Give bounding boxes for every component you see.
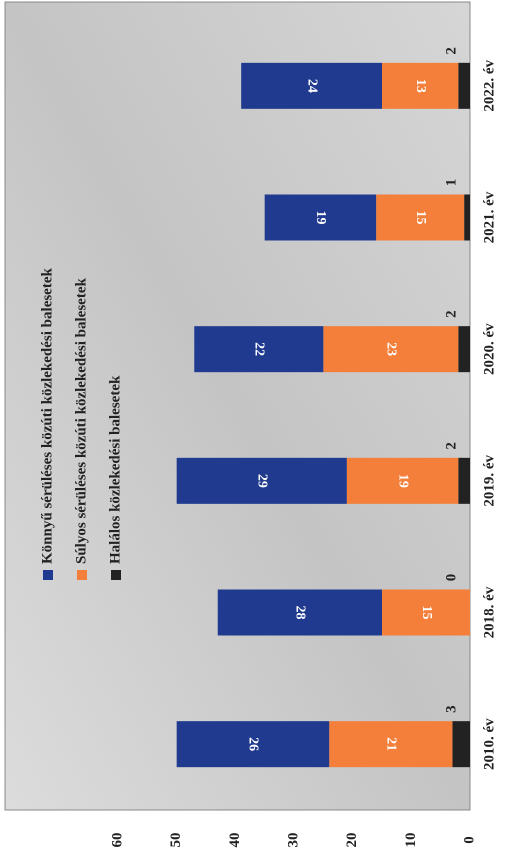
data-label: 2 — [443, 47, 459, 55]
bar-segment — [346, 457, 459, 504]
y-tick-label: 0 — [461, 836, 477, 844]
data-label: 15 — [419, 606, 434, 620]
bar-segment — [458, 326, 470, 373]
x-tick-label: 2021. év — [481, 191, 497, 243]
bar-segment — [382, 589, 470, 636]
y-tick-label: 60 — [109, 833, 125, 848]
bar-segment — [458, 457, 470, 504]
data-label: 2 — [443, 310, 459, 318]
data-label: 15 — [413, 211, 428, 225]
x-tick-label: 2018. év — [481, 586, 497, 638]
y-tick-label: 50 — [168, 833, 184, 848]
bar-segment — [329, 721, 453, 768]
bar-segment — [194, 326, 324, 373]
bar-segment — [176, 721, 330, 768]
bar-segment — [264, 194, 377, 241]
y-tick-label: 40 — [227, 833, 243, 848]
y-tick-label: 20 — [344, 833, 360, 848]
data-label: 13 — [413, 79, 428, 93]
bar-segment — [464, 194, 470, 241]
y-tick-label: 10 — [403, 833, 419, 848]
data-label: 19 — [395, 474, 410, 488]
bar-segment — [458, 62, 470, 109]
bar-segment — [382, 62, 459, 109]
data-label: 29 — [255, 474, 270, 488]
x-tick-label: 2022. év — [481, 60, 497, 112]
legend-swatch — [111, 570, 121, 580]
legend-swatch — [43, 570, 53, 580]
data-label: 26 — [246, 737, 261, 751]
data-label: 24 — [304, 79, 319, 93]
x-tick-label: 2020. év — [481, 323, 497, 375]
data-label: 28 — [293, 606, 308, 620]
legend-label: Könnyű sérüléses közúti közlekedési bale… — [39, 268, 55, 564]
legend-label: Halálos közlekedési balesetek — [107, 375, 123, 564]
data-label: 22 — [252, 342, 267, 356]
data-label: 3 — [443, 705, 459, 713]
data-label: 1 — [443, 179, 459, 187]
data-label: 23 — [384, 342, 399, 356]
bar-segment — [217, 589, 382, 636]
bar-segment — [376, 194, 465, 241]
x-tick-label: 2019. év — [481, 455, 497, 507]
data-label: 2 — [443, 442, 459, 450]
y-tick-label: 30 — [285, 833, 301, 848]
data-label: 0 — [443, 574, 459, 582]
data-label: 19 — [313, 211, 328, 225]
bar-segment — [452, 721, 470, 768]
data-label: 21 — [384, 737, 399, 751]
legend-label: Súlyos sérüléses közúti közlekedési bale… — [73, 278, 89, 564]
bar-segment — [176, 457, 347, 504]
bar-segment — [323, 326, 459, 373]
x-tick-label: 2010. év — [481, 718, 497, 770]
legend-swatch — [77, 570, 87, 580]
bar-segment — [241, 62, 382, 109]
